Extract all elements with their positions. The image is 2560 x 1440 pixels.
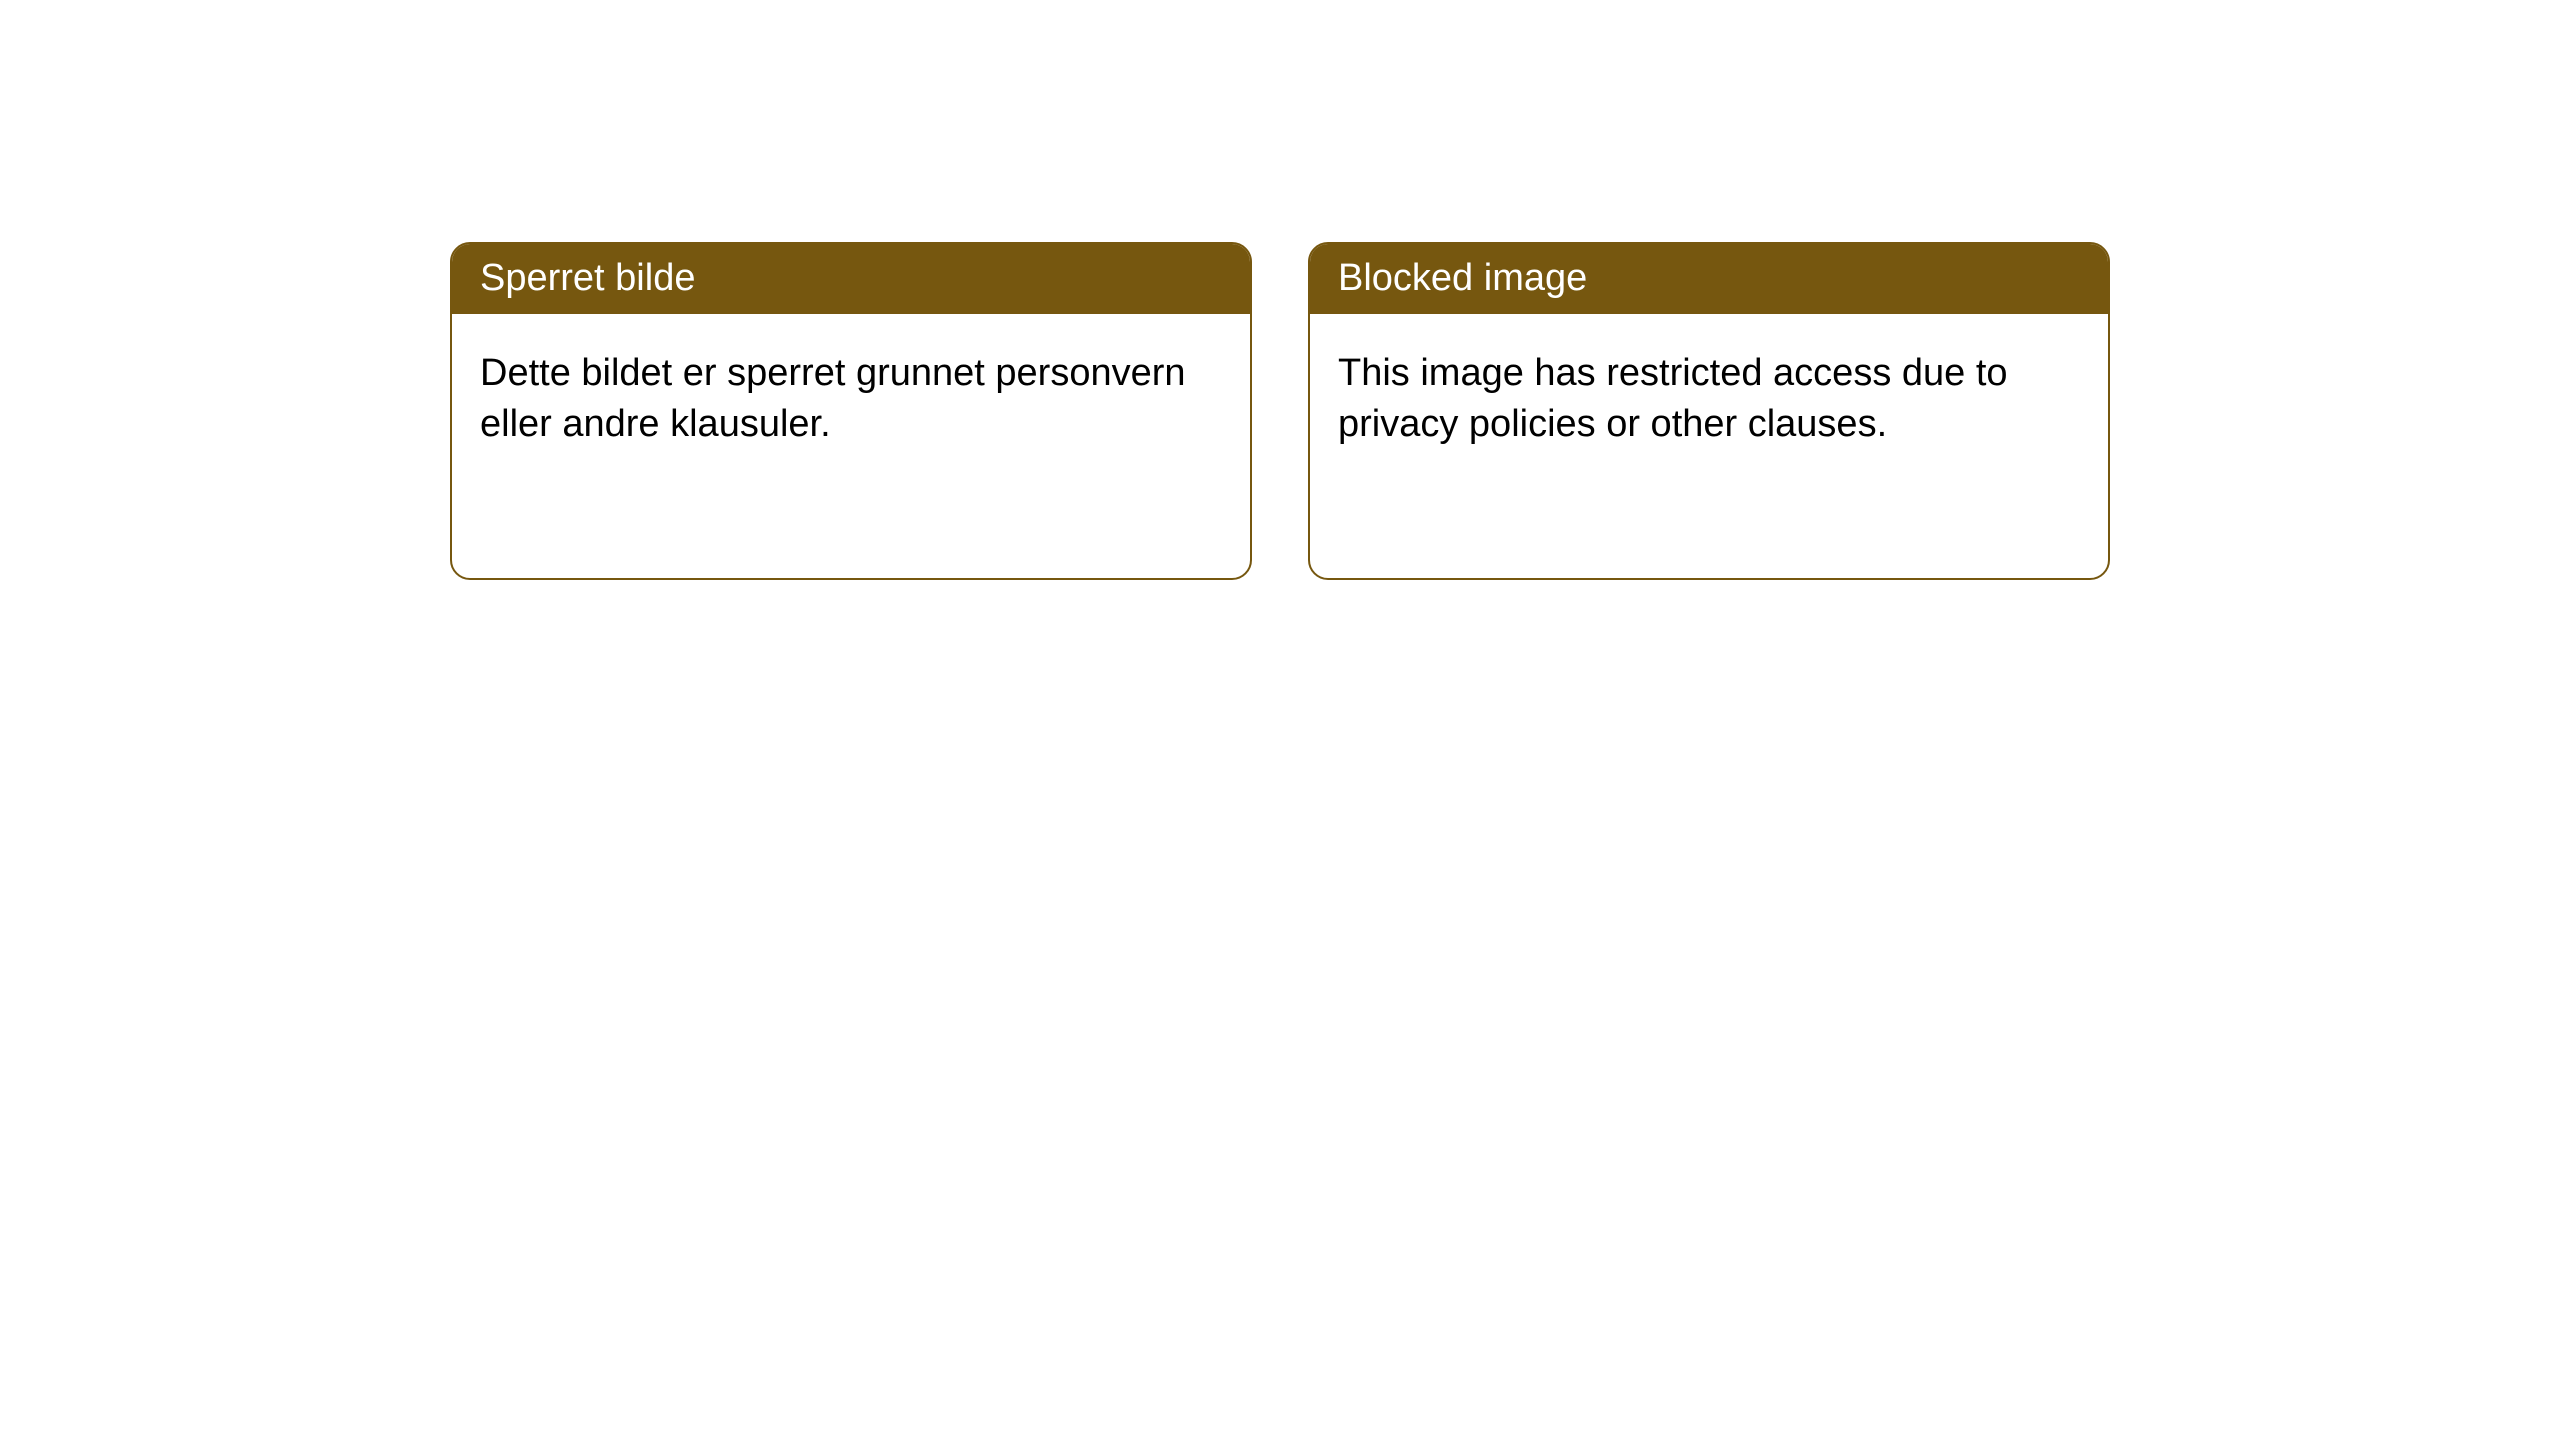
notice-body: This image has restricted access due to … [1310,314,2108,485]
notice-card-english: Blocked image This image has restricted … [1308,242,2110,580]
notice-card-norwegian: Sperret bilde Dette bildet er sperret gr… [450,242,1252,580]
notice-title: Sperret bilde [452,244,1250,314]
notice-title: Blocked image [1310,244,2108,314]
blocked-image-notices: Sperret bilde Dette bildet er sperret gr… [0,0,2560,580]
notice-body: Dette bildet er sperret grunnet personve… [452,314,1250,485]
